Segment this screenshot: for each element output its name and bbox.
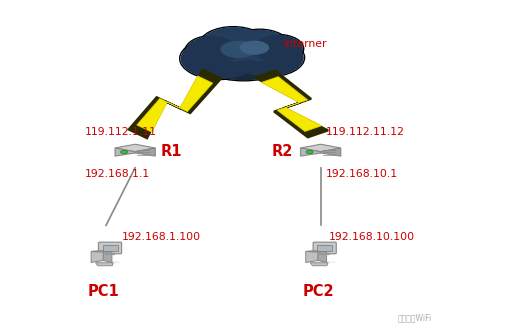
Ellipse shape (305, 261, 336, 264)
Polygon shape (137, 76, 213, 132)
Ellipse shape (220, 41, 257, 58)
Polygon shape (255, 70, 328, 138)
Ellipse shape (232, 38, 304, 77)
Polygon shape (261, 77, 322, 132)
Polygon shape (91, 251, 112, 252)
Text: 安网智慧WiFi: 安网智慧WiFi (398, 314, 432, 322)
Ellipse shape (120, 150, 128, 154)
Ellipse shape (253, 35, 303, 63)
Ellipse shape (90, 261, 121, 264)
Polygon shape (129, 70, 221, 138)
Text: 192.168.1.1: 192.168.1.1 (85, 169, 150, 179)
Ellipse shape (240, 40, 269, 55)
Text: PC1: PC1 (87, 284, 119, 299)
FancyBboxPatch shape (102, 245, 118, 251)
Text: R2: R2 (272, 144, 293, 159)
Polygon shape (91, 251, 103, 263)
Text: 119.112.11.12: 119.112.11.12 (326, 127, 405, 137)
Ellipse shape (186, 36, 238, 66)
Polygon shape (321, 148, 341, 156)
Ellipse shape (306, 150, 313, 154)
Ellipse shape (231, 30, 288, 61)
Polygon shape (306, 251, 318, 263)
Text: 192.168.10.1: 192.168.10.1 (326, 169, 398, 179)
FancyBboxPatch shape (313, 242, 336, 254)
Polygon shape (301, 144, 341, 152)
Text: Interner: Interner (284, 39, 327, 49)
Text: R1: R1 (161, 144, 182, 159)
Polygon shape (301, 148, 321, 156)
Ellipse shape (181, 38, 259, 79)
Polygon shape (103, 251, 112, 263)
Polygon shape (115, 148, 135, 156)
Ellipse shape (193, 32, 295, 80)
FancyBboxPatch shape (317, 245, 332, 251)
Polygon shape (310, 263, 328, 266)
Ellipse shape (200, 27, 266, 62)
Text: 119.112.1.11: 119.112.1.11 (85, 127, 157, 137)
Text: 192.168.1.100: 192.168.1.100 (122, 232, 201, 242)
Polygon shape (115, 144, 155, 152)
Text: 192.168.10.100: 192.168.10.100 (329, 232, 415, 242)
Polygon shape (95, 263, 113, 266)
Polygon shape (318, 251, 326, 263)
Text: PC2: PC2 (302, 284, 334, 299)
Polygon shape (306, 251, 326, 252)
Polygon shape (135, 148, 155, 156)
FancyBboxPatch shape (99, 242, 122, 254)
